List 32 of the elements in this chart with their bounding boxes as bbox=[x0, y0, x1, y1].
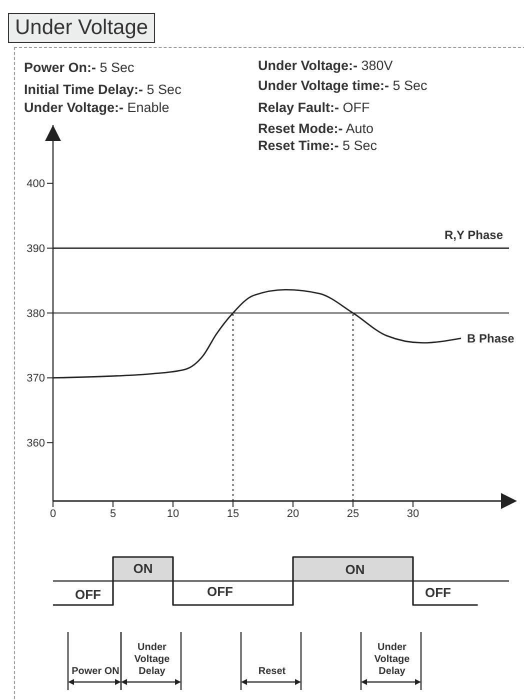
annotation: Reset Mode:- Auto bbox=[258, 121, 374, 136]
annotation: ON bbox=[344, 562, 366, 578]
text: Power On:- 5 Sec bbox=[24, 60, 134, 75]
text: Relay Fault:- OFF bbox=[258, 100, 370, 115]
annotation: Reset Time:- 5 Sec bbox=[258, 138, 378, 153]
y-tick-label: 360 bbox=[26, 438, 45, 450]
x-tick-label: 25 bbox=[346, 508, 360, 520]
annotation: OFF bbox=[74, 587, 102, 603]
x-tick-label: 10 bbox=[166, 508, 180, 520]
text: Under Voltage:- 380V bbox=[258, 58, 393, 73]
text: Under Voltage Delay bbox=[133, 641, 171, 678]
x-tick-label: 20 bbox=[286, 508, 300, 520]
text: Under Voltage Delay bbox=[373, 641, 411, 678]
text: Initial Time Delay:- 5 Sec bbox=[24, 82, 182, 97]
x-tick-label: 5 bbox=[110, 508, 116, 520]
text: Power ON bbox=[70, 665, 120, 678]
y-tick-label: 370 bbox=[26, 372, 45, 385]
text: Reset bbox=[257, 665, 287, 678]
annotation: OFF bbox=[424, 585, 452, 601]
annotation: OFF bbox=[206, 584, 234, 600]
series-label: B Phase bbox=[467, 331, 515, 346]
chart-title: Under Voltage bbox=[8, 13, 156, 43]
x-tick-label: 15 bbox=[226, 508, 240, 520]
text: Under Voltage:- Enable bbox=[24, 100, 170, 115]
y-tick-label: 390 bbox=[26, 243, 45, 256]
y-tick-label: 380 bbox=[26, 308, 45, 320]
x-tick-label: 0 bbox=[50, 508, 56, 520]
y-tick-label: 400 bbox=[26, 178, 45, 190]
x-tick-label: 30 bbox=[406, 508, 420, 520]
annotation: ON bbox=[132, 561, 154, 577]
text: Under Voltage time:- 5 Sec bbox=[258, 78, 428, 93]
series-label: R,Y Phase bbox=[444, 228, 504, 242]
